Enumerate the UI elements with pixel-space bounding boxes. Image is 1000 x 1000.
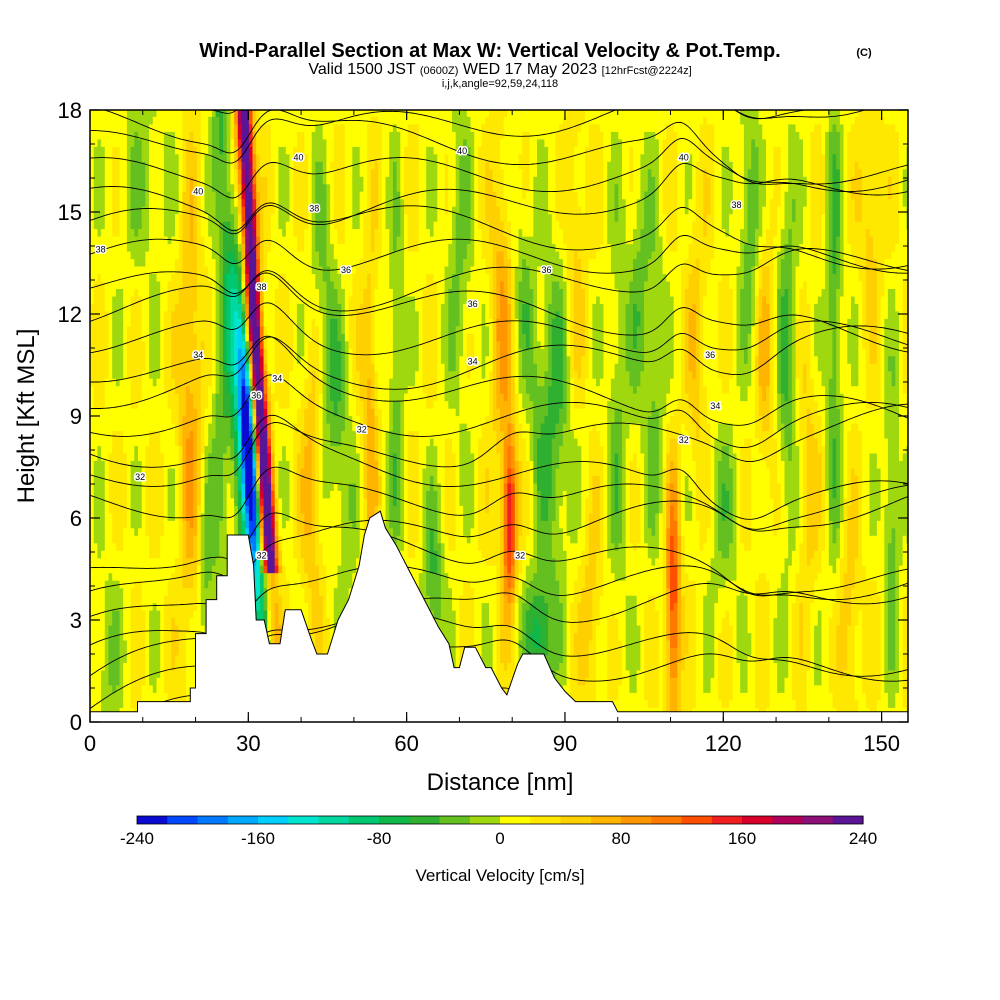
- params-line: i,j,k,angle=92,59,24,118: [442, 78, 558, 90]
- chart-subtitle: Valid 1500 JST (0600Z) WED 17 May 2023 […: [308, 61, 691, 78]
- figure: Wind-Parallel Section at Max W: Vertical…: [0, 0, 1000, 1000]
- subtitle-utc: (0600Z): [420, 65, 459, 77]
- subtitle-date: WED 17 May 2023: [463, 61, 597, 78]
- subtitle-fcst: [12hrFcst@2224z]: [602, 65, 692, 77]
- copyright-mark: (C): [856, 47, 872, 59]
- subtitle-valid: Valid 1500 JST: [308, 61, 416, 78]
- chart-title: Wind-Parallel Section at Max W: Vertical…: [199, 40, 780, 62]
